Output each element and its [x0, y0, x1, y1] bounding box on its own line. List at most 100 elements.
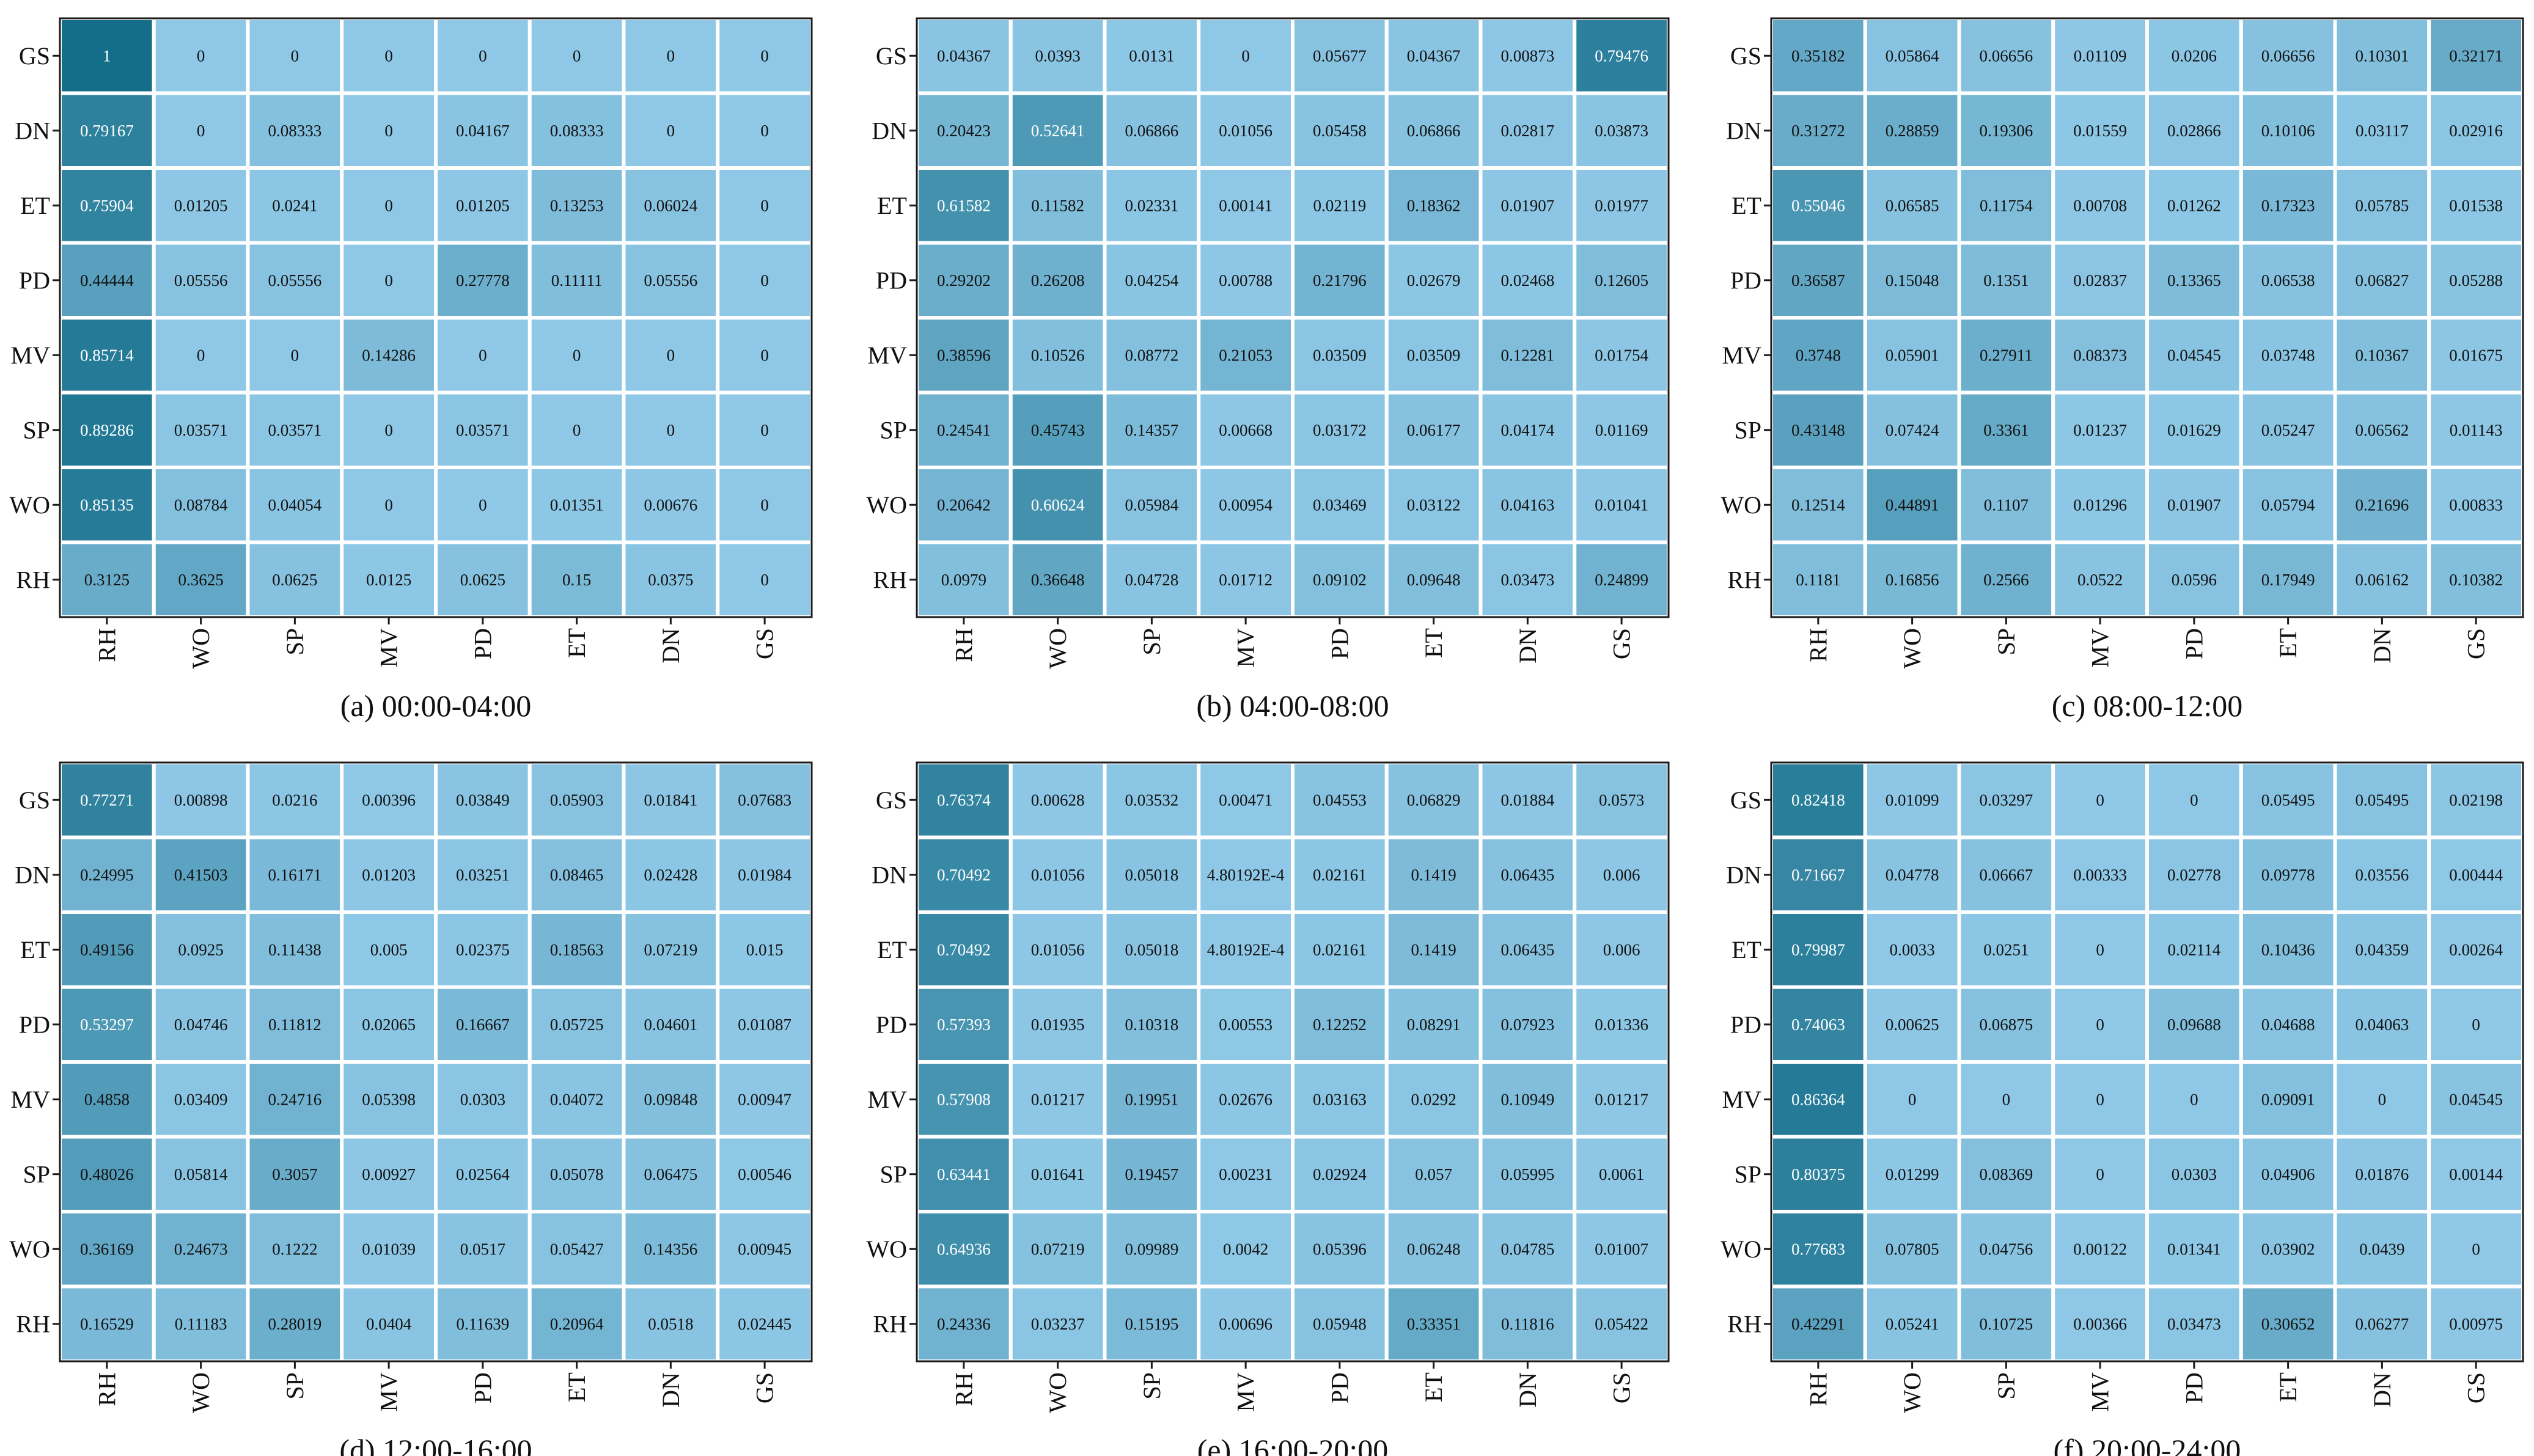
cell-value-label: 0.05794: [2261, 496, 2315, 514]
heatmap-cell: [434, 1284, 532, 1363]
cell-value-label: 0: [760, 271, 769, 290]
heatmap-cell: [340, 761, 438, 840]
panel-frame: [1770, 761, 2524, 1363]
cell-value-label: 0.09648: [1407, 571, 1461, 589]
heatmap-cell: [434, 390, 532, 469]
cell-value-label: 0.19306: [1980, 122, 2033, 140]
y-tick-label: GS: [876, 42, 907, 70]
heatmap-cell: [2051, 466, 2149, 544]
cell-value-label: 0.26208: [1031, 271, 1085, 290]
cell-value-label: 0.06248: [1407, 1240, 1461, 1258]
cell-value-label: 0.10725: [1980, 1315, 2033, 1333]
cell-value-label: 0.06829: [1407, 791, 1461, 809]
cell-value-label: 0.0131: [1129, 46, 1174, 65]
heatmap-cell: [622, 241, 720, 320]
heatmap-cell: [1573, 1210, 1670, 1289]
heatmap-cell: [246, 1284, 344, 1363]
x-tick-label: MV: [375, 1372, 403, 1412]
heatmap-cell: [716, 1135, 813, 1213]
y-tick-label: MV: [11, 1086, 51, 1113]
cell-value-label: 0.10106: [2261, 122, 2315, 140]
cell-value-label: 0.00144: [2449, 1165, 2503, 1183]
cell-value-label: 0.01217: [1595, 1090, 1648, 1108]
cell-value-label: 0.60624: [1031, 496, 1085, 514]
cell-value-label: 0: [479, 496, 487, 514]
heatmap-cell: [1957, 466, 2055, 544]
cell-value-label: 0.01675: [2449, 346, 2503, 364]
heatmap-cell: [1103, 985, 1201, 1064]
cell-value-label: 0.06277: [2356, 1315, 2409, 1333]
x-tick-label: WO: [1898, 1372, 1926, 1413]
x-tick-label: DN: [2368, 1372, 2396, 1408]
heatmap-cell: [915, 166, 1013, 245]
cell-value-label: 0.06866: [1125, 122, 1179, 140]
cell-value-label: 0.24336: [937, 1315, 991, 1333]
cell-value-label: 0.44444: [80, 271, 134, 290]
cell-value-label: 0.3625: [178, 571, 224, 589]
cell-value-label: 0.10436: [2261, 940, 2315, 959]
heatmap-cell: [152, 466, 250, 544]
cell-value-label: 0.01087: [738, 1015, 791, 1034]
heatmap-cell: [1957, 1060, 2055, 1139]
y-tick-label: DN: [872, 117, 907, 144]
heatmap-cell: [2051, 1284, 2149, 1363]
cell-value-label: 0.00668: [1219, 421, 1273, 439]
heatmap-cell: [434, 241, 532, 320]
heatmap-cell: [1769, 1284, 1867, 1363]
cell-value-label: 0.10301: [2356, 46, 2409, 65]
cell-value-label: 0.01237: [2073, 421, 2127, 439]
cell-value-label: 0.24899: [1595, 571, 1648, 589]
y-tick-label: SP: [1735, 416, 1762, 444]
cell-value-label: 0: [384, 196, 393, 214]
cell-value-label: 0.02375: [456, 940, 510, 959]
heatmap-cell: [1103, 761, 1201, 840]
cell-value-label: 0.02916: [2449, 122, 2503, 140]
y-tick-label: PD: [876, 1011, 907, 1038]
cell-value-label: 0.04688: [2261, 1015, 2315, 1034]
cell-value-label: 0.00625: [1886, 1015, 1939, 1034]
cell-value-label: 0.19951: [1125, 1090, 1179, 1108]
heatmap-cell: [716, 1210, 813, 1289]
cell-value-label: 0.55046: [1791, 196, 1845, 214]
cell-value-label: 0.36648: [1031, 571, 1085, 589]
cell-value-label: 0.0303: [2172, 1165, 2217, 1183]
x-tick-label: WO: [187, 628, 215, 669]
heatmap-cell: [1197, 316, 1295, 395]
cell-value-label: 0.04072: [550, 1090, 604, 1108]
heatmap-cell: [1384, 1060, 1483, 1139]
cell-value-label: 0.00141: [1219, 196, 1273, 214]
cell-value-label: 0.01109: [2074, 46, 2127, 65]
cell-value-label: 0: [760, 122, 769, 140]
cell-value-label: 0: [291, 346, 299, 364]
heatmap-cell: [1291, 1284, 1389, 1363]
heatmap-cell: [622, 166, 720, 245]
heatmap-cell: [58, 1284, 156, 1363]
cell-value-label: 0.05078: [550, 1165, 604, 1183]
x-tick-label: PD: [469, 1372, 496, 1403]
cell-value-label: 0.2566: [1983, 571, 2029, 589]
cell-value-label: 0.06875: [1980, 1015, 2033, 1034]
cell-value-label: 0: [2096, 1015, 2104, 1034]
heatmap-cell: [527, 1135, 626, 1213]
x-tick-label: PD: [2180, 1372, 2208, 1403]
y-tick-label: ET: [1732, 192, 1761, 219]
cell-value-label: 0.00833: [2449, 496, 2503, 514]
cell-value-label: 0.10526: [1031, 346, 1085, 364]
cell-value-label: 0: [667, 46, 675, 65]
heatmap-cell: [1478, 1284, 1577, 1363]
heatmap-cell: [527, 466, 626, 544]
cell-value-label: 0.05901: [1886, 346, 1939, 364]
cell-value-label: 0.0033: [1890, 940, 1935, 959]
cell-value-label: 0.04254: [1125, 271, 1179, 290]
heatmap-cell: [1957, 390, 2055, 469]
cell-value-label: 0: [2096, 940, 2104, 959]
cell-value-label: 0.02679: [1407, 271, 1461, 290]
cell-value-label: 0.79987: [1791, 940, 1845, 959]
cell-value-label: 0: [667, 421, 675, 439]
heatmap-cell: [1197, 985, 1295, 1064]
cell-value-label: 0.20642: [937, 496, 991, 514]
heatmap-cell: [246, 540, 344, 619]
cell-value-label: 0.04367: [937, 46, 991, 65]
cell-value-label: 0.70492: [937, 940, 991, 959]
cell-value-label: 0.01712: [1219, 571, 1273, 589]
